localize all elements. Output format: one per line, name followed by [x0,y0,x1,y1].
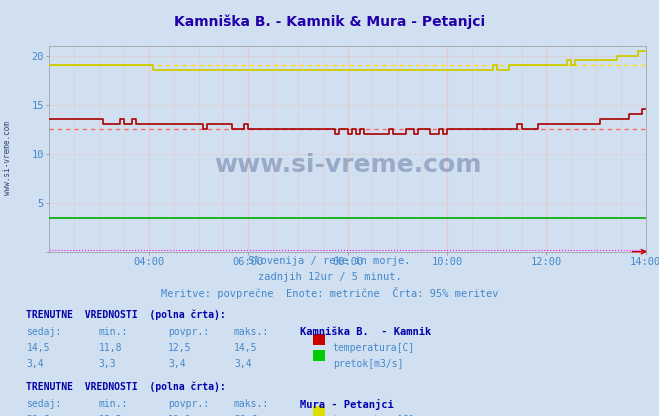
Text: Kamniška B. - Kamnik & Mura - Petanjci: Kamniška B. - Kamnik & Mura - Petanjci [174,15,485,29]
Text: 18,5: 18,5 [99,415,123,416]
Text: www.si-vreme.com: www.si-vreme.com [214,153,481,177]
Text: Slovenija / reke in morje.: Slovenija / reke in morje. [248,256,411,266]
Text: Mura - Petanjci: Mura - Petanjci [300,399,393,411]
Text: 14,5: 14,5 [26,343,50,353]
Text: www.si-vreme.com: www.si-vreme.com [3,121,13,195]
Text: povpr.:: povpr.: [168,327,209,337]
Text: sedaj:: sedaj: [26,327,61,337]
Text: temperatura[C]: temperatura[C] [333,415,415,416]
Text: sedaj:: sedaj: [26,399,61,409]
Text: povpr.:: povpr.: [168,399,209,409]
Text: maks.:: maks.: [234,327,269,337]
Text: zadnjih 12ur / 5 minut.: zadnjih 12ur / 5 minut. [258,272,401,282]
Text: 3,4: 3,4 [26,359,44,369]
Text: TRENUTNE  VREDNOSTI  (polna črta):: TRENUTNE VREDNOSTI (polna črta): [26,310,226,320]
Text: 11,8: 11,8 [99,343,123,353]
Text: maks.:: maks.: [234,399,269,409]
Text: temperatura[C]: temperatura[C] [333,343,415,353]
Text: Kamniška B.  - Kamnik: Kamniška B. - Kamnik [300,327,431,337]
Text: TRENUTNE  VREDNOSTI  (polna črta):: TRENUTNE VREDNOSTI (polna črta): [26,382,226,392]
Text: 20,6: 20,6 [234,415,258,416]
Text: min.:: min.: [99,327,129,337]
Text: 3,4: 3,4 [234,359,252,369]
Text: 20,6: 20,6 [26,415,50,416]
Text: 19,0: 19,0 [168,415,192,416]
Text: Meritve: povprečne  Enote: metrične  Črta: 95% meritev: Meritve: povprečne Enote: metrične Črta:… [161,287,498,300]
Text: 14,5: 14,5 [234,343,258,353]
Text: 3,3: 3,3 [99,359,117,369]
Text: 3,4: 3,4 [168,359,186,369]
Text: pretok[m3/s]: pretok[m3/s] [333,359,403,369]
Text: min.:: min.: [99,399,129,409]
Text: 12,5: 12,5 [168,343,192,353]
